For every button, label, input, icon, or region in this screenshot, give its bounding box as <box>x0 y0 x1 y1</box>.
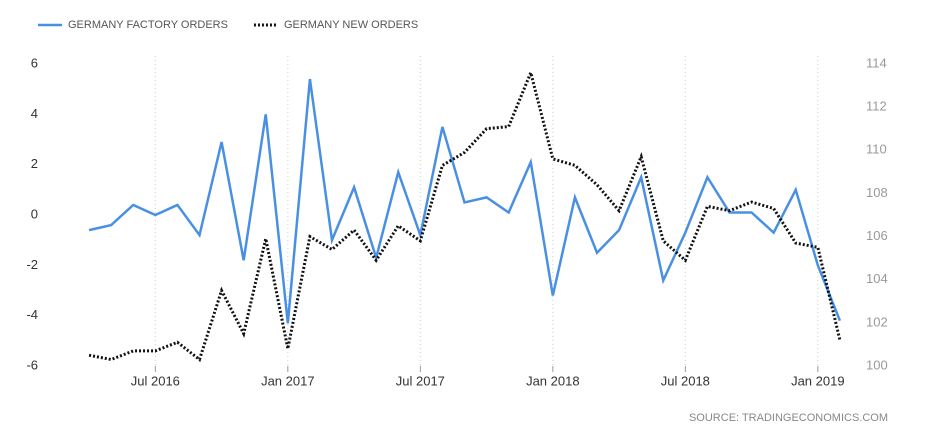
series-line <box>88 67 842 363</box>
y-tick-label: 2 <box>31 156 38 171</box>
y2-tick-label: 106 <box>866 228 888 243</box>
y2-tick-label: 104 <box>866 271 888 286</box>
y2-tick-label: 100 <box>866 357 888 372</box>
x-tick-label: Jul 2017 <box>396 373 445 388</box>
y-tick-label: 6 <box>31 55 38 70</box>
y-tick-label: -2 <box>26 257 38 272</box>
y-tick-label: 0 <box>31 206 38 221</box>
source: SOURCE: TRADINGECONOMICS.COM <box>689 412 888 424</box>
x-tick-label: Jan 2019 <box>791 373 845 388</box>
y2-tick-label: 108 <box>866 185 888 200</box>
x-tick-label: Jul 2018 <box>661 373 710 388</box>
legend-label: GERMANY FACTORY ORDERS <box>68 19 228 31</box>
series-line <box>88 78 842 324</box>
y2-tick-label: 110 <box>866 142 887 157</box>
y-tick-label: 4 <box>31 106 38 121</box>
y2-tick-label: 112 <box>866 99 887 114</box>
y2-tick-label: 102 <box>866 314 888 329</box>
x-tick-label: Jul 2016 <box>131 373 180 388</box>
x-tick-label: Jan 2017 <box>261 373 315 388</box>
x-tick-label: Jan 2018 <box>526 373 580 388</box>
y-tick-label: -6 <box>26 357 38 372</box>
y2-tick-label: 114 <box>866 55 887 70</box>
legend-label: GERMANY NEW ORDERS <box>284 19 418 31</box>
y-tick-label: -4 <box>26 307 38 322</box>
